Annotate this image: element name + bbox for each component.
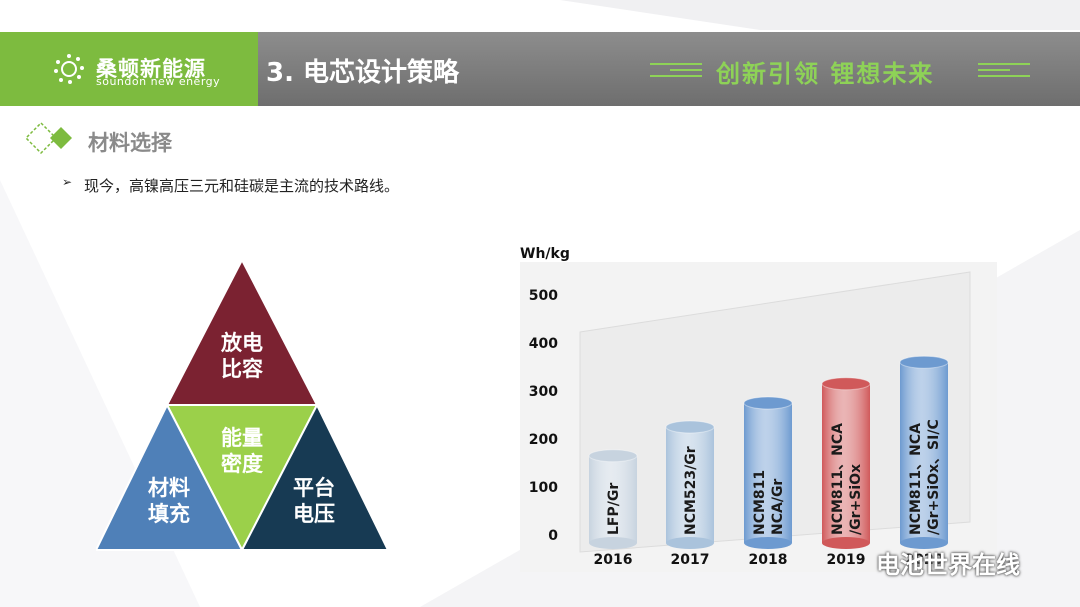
bar-label: LFP/Gr (606, 483, 622, 535)
y-tick-label: 0 (548, 528, 558, 544)
x-tick-label: 2018 (749, 552, 788, 568)
bar-label: NCA/Gr (770, 479, 786, 535)
slogan-line-right (978, 69, 1010, 71)
bar-cap (743, 396, 793, 410)
bar-cap (665, 420, 715, 434)
bar-highlight (822, 383, 870, 543)
slogan-line-left (650, 75, 702, 77)
slogan-line-right (978, 75, 1030, 77)
triangle-top-label: 放电 比容 (221, 331, 263, 381)
section-title: 材料选择 (88, 131, 172, 155)
x-tick-label: 2019 (827, 552, 866, 568)
bar-base (822, 537, 870, 549)
bar-label: /Gr+SiOx、SI/C (926, 419, 942, 535)
triangle-left-label: 材料 填充 (148, 476, 190, 526)
bar-cap (821, 377, 871, 391)
y-tick-label: 100 (529, 480, 558, 496)
bar-chart: 0 100 200 300 400 500 LFP/Gr 2016 NCM523/Gr 2017 N… (529, 271, 971, 568)
logo-panel (0, 32, 258, 106)
page-title: 3. 电芯设计策略 (266, 58, 460, 88)
bar-highlight (744, 403, 792, 543)
bar-label: NCM811 (752, 470, 768, 535)
bar-label: NCM811、NCA (908, 423, 924, 535)
title-bar (258, 32, 1080, 106)
logo-tagline: soundon new energy (96, 75, 221, 88)
triangle-left (96, 402, 244, 551)
y-tick-label: 200 (529, 432, 558, 448)
bar-base (666, 537, 714, 549)
slogan-line-left (650, 63, 702, 65)
triangle-right (240, 402, 390, 551)
y-tick-label: 300 (529, 384, 558, 400)
y-tick-label: 500 (529, 288, 558, 304)
slogan-line-right (978, 63, 1030, 65)
bar-label: NCM523/Gr (683, 446, 699, 535)
watermark: 电池世界在线 (876, 551, 1020, 579)
bar-cap (588, 449, 638, 463)
sun-logo-icon (54, 54, 84, 84)
bullet-arrow-icon: ➢ (62, 175, 73, 189)
bar-base (589, 537, 637, 549)
bar-highlight (666, 427, 714, 543)
bar-highlight (589, 455, 637, 543)
logo-name: 桑顿新能源 (96, 57, 206, 81)
slogan-line-left (670, 69, 702, 71)
bar-base (744, 537, 792, 549)
bar-base (900, 537, 948, 549)
y-axis-label: Wh/kg (520, 246, 570, 262)
bullet-text: 现今，高镍高压三元和硅碳是主流的技术路线。 (84, 177, 400, 195)
x-tick-label: 2017 (671, 552, 710, 568)
triangle-center-label: 能量 密度 (221, 426, 263, 476)
x-tick-label: 2016 (594, 552, 633, 568)
diamond-icon (24, 121, 72, 155)
bar-label: /Gr+SiOx (848, 464, 864, 535)
bar-highlight (900, 362, 948, 543)
bar-cap (899, 355, 949, 369)
y-tick-label: 400 (529, 336, 558, 352)
triangle-diagram (96, 258, 390, 553)
slogan: 创新引领 锂想未来 (716, 60, 935, 88)
x-tick-label: 2020 (905, 552, 944, 568)
bar-label: NCM811、NCA (830, 423, 846, 535)
triangle-right-label: 平台 电压 (293, 476, 335, 526)
